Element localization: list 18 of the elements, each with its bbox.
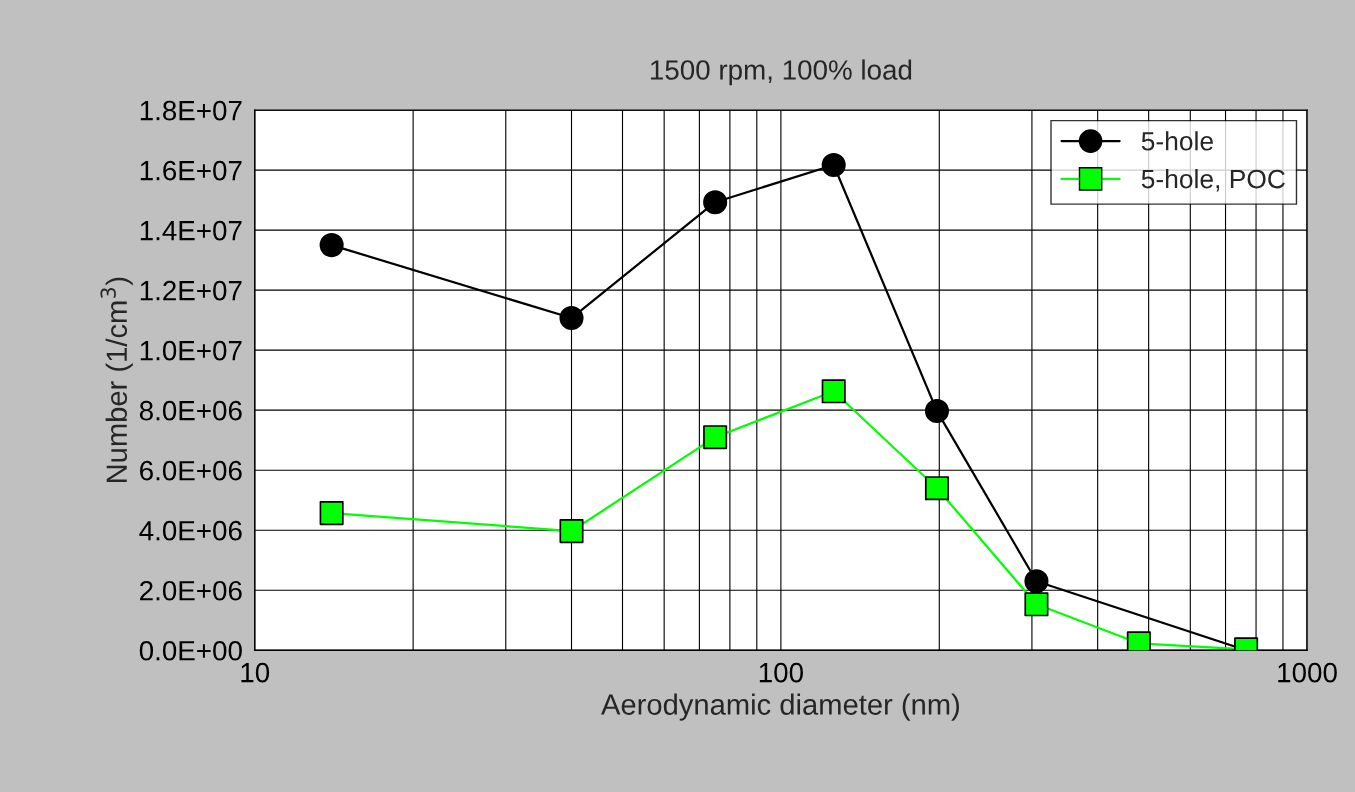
y-tick-label: 8.0E+06 bbox=[139, 400, 242, 421]
y-tick-label: 1.4E+07 bbox=[140, 220, 242, 241]
chart-title: 1500 rpm, 100% load bbox=[650, 59, 912, 86]
x-axis-title: Aerodynamic diameter (nm) bbox=[601, 693, 960, 721]
y-tick-label: 1.0E+07 bbox=[140, 340, 242, 361]
x-tick-label: 100 bbox=[759, 662, 803, 683]
y-axis-title: Number (1/cm$^{3}$) bbox=[100, 277, 133, 483]
legend-label: 5-hole, POC bbox=[1141, 168, 1285, 192]
y-tick-label: 4.0E+06 bbox=[139, 520, 242, 541]
y-tick-label: 1.6E+07 bbox=[140, 160, 242, 181]
legend-label: 5-hole bbox=[1141, 131, 1213, 151]
y-tick-label: 1.2E+07 bbox=[140, 280, 242, 301]
y-tick-label: 0.0E+00 bbox=[139, 640, 242, 661]
y-tick-label: 1.8E+07 bbox=[140, 100, 242, 121]
y-tick-label: 2.0E+06 bbox=[140, 580, 242, 601]
x-tick-label: 10 bbox=[241, 662, 270, 683]
x-tick-label: 1000 bbox=[1278, 662, 1337, 683]
y-tick-label: 6.0E+06 bbox=[140, 460, 242, 481]
